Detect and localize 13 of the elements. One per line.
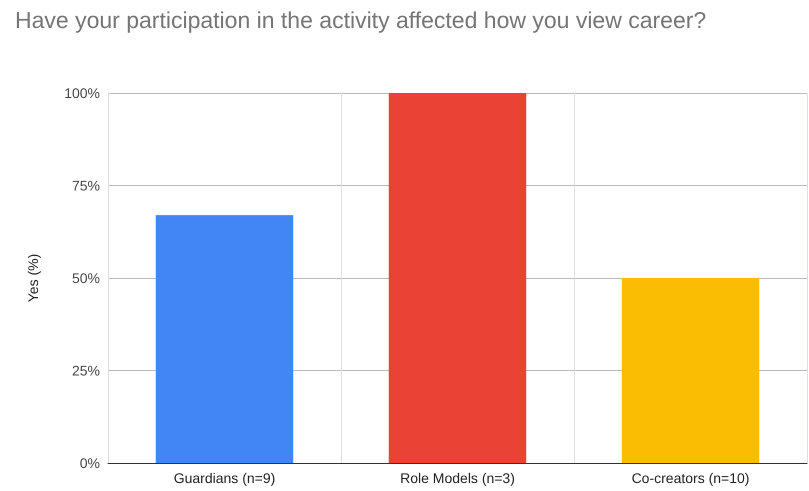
y-tick-label: 100% <box>64 85 100 101</box>
bar <box>388 93 526 463</box>
y-tick-label: 50% <box>72 270 100 286</box>
bar <box>156 215 294 463</box>
y-tick-label: 0% <box>80 455 100 471</box>
chart-title: Have your participation in the activity affected how you view career? <box>15 7 706 33</box>
x-tick-label: Co-creators (n=10) <box>632 470 750 486</box>
x-tick-label: Guardians (n=9) <box>174 470 276 486</box>
y-tick-label: 75% <box>72 178 100 194</box>
y-tick-label: 25% <box>72 362 100 378</box>
y-axis-title: Yes (%) <box>25 254 41 302</box>
bar <box>622 278 760 463</box>
x-tick-label: Role Models (n=3) <box>400 470 515 486</box>
